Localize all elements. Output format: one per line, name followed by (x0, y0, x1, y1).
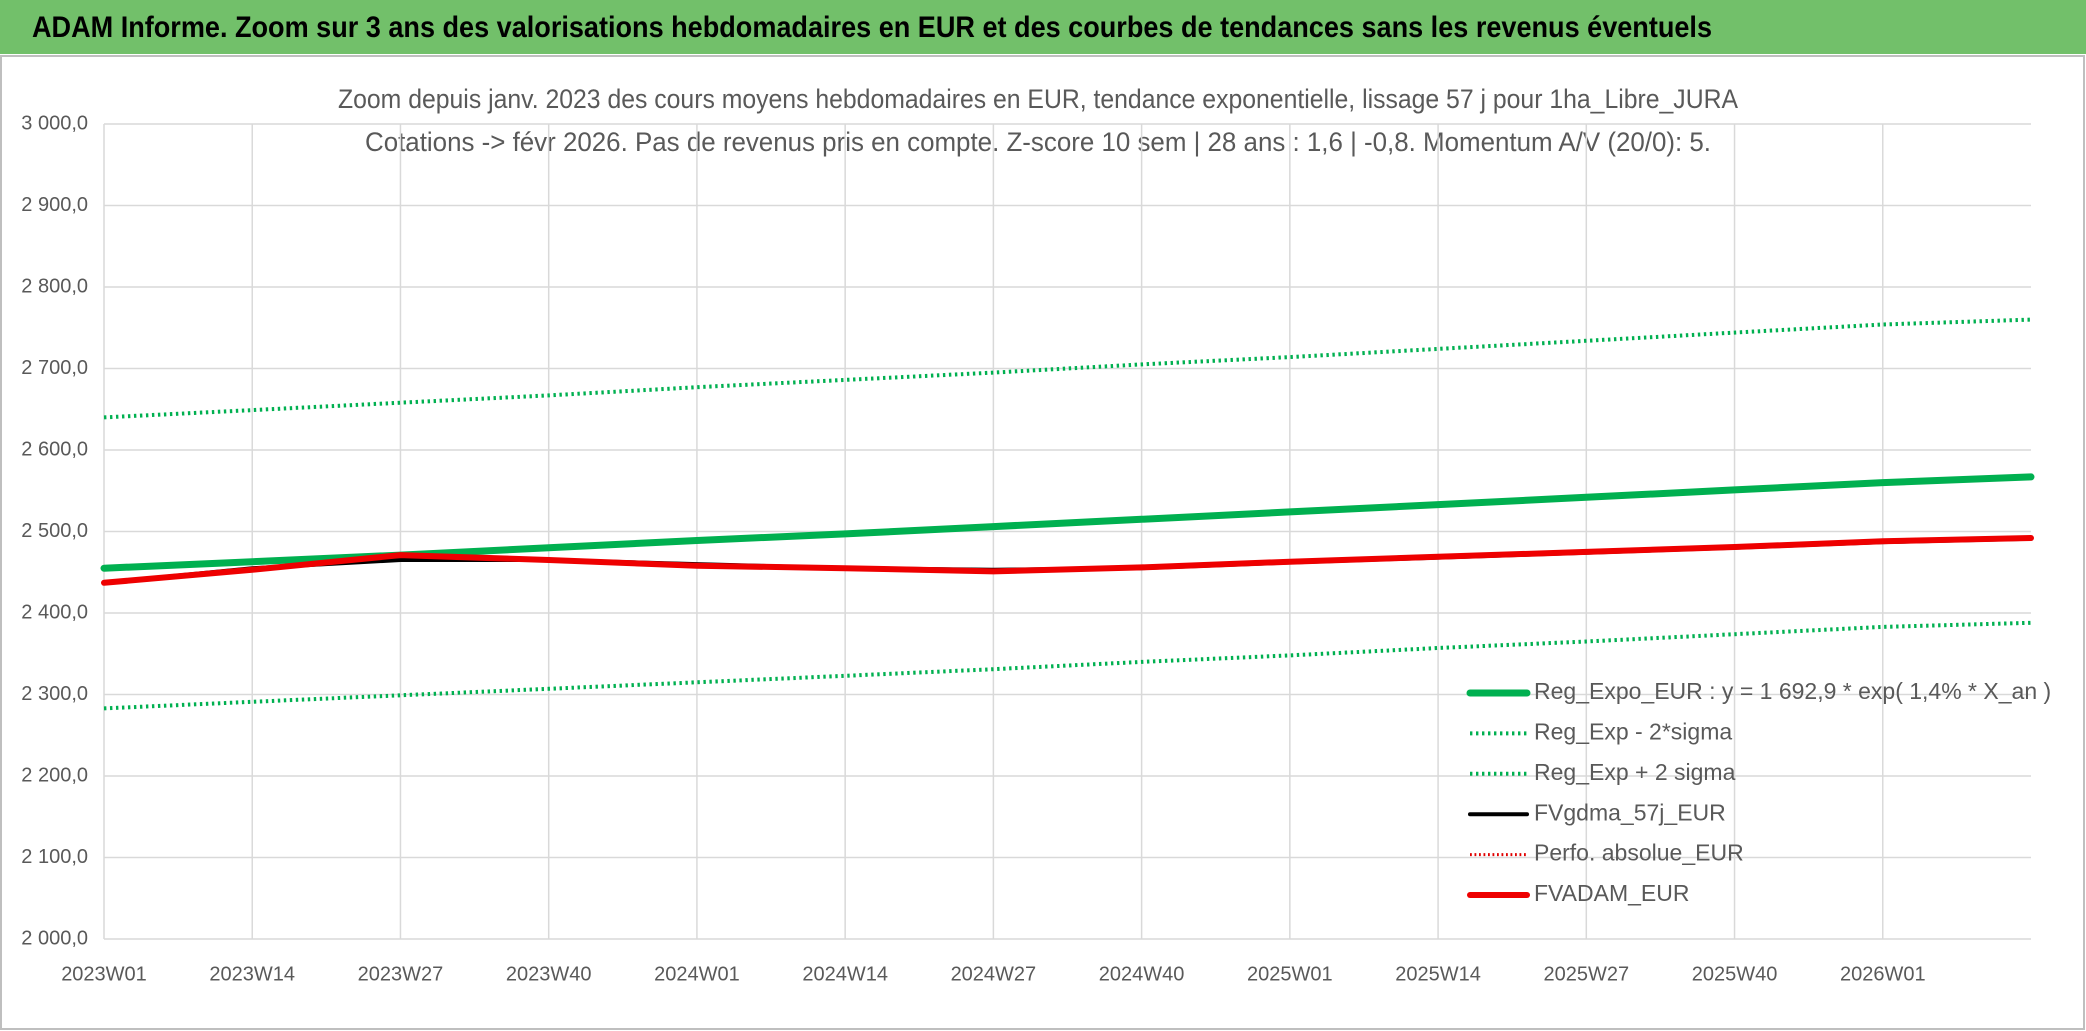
x-tick-label: 2024W40 (1099, 963, 1185, 985)
legend-label: Reg_Exp - 2*sigma (1534, 718, 1732, 744)
legend-label: Reg_Expo_EUR : y = 1 692,9 * exp( 1,4% *… (1534, 678, 2051, 704)
y-tick-label: 2 200,0 (21, 764, 88, 786)
x-tick-label: 2024W01 (654, 963, 740, 985)
legend-label: Perfo. absolue_EUR (1534, 840, 1744, 866)
x-tick-label: 2024W27 (951, 963, 1037, 985)
y-tick-label: 2 600,0 (21, 438, 88, 460)
chart-subtitle: Cotations -> févr 2026. Pas de revenus p… (365, 127, 1711, 157)
x-tick-label: 2023W01 (61, 963, 147, 985)
x-tick-label: 2025W40 (1692, 963, 1778, 985)
grid (103, 123, 2031, 940)
legend-label: FVgdma_57j_EUR (1534, 799, 1726, 825)
y-tick-label: 2 800,0 (21, 275, 88, 297)
x-tick-label: 2025W27 (1543, 963, 1629, 985)
y-tick-label: 2 900,0 (21, 194, 88, 216)
y-tick-label: 2 700,0 (21, 357, 88, 379)
x-tick-label: 2025W14 (1395, 963, 1481, 985)
banner (0, 0, 2086, 54)
x-tick-label: 2025W01 (1247, 963, 1333, 985)
chart-title: Zoom depuis janv. 2023 des cours moyens … (338, 84, 1738, 114)
legend-label: Reg_Exp + 2 sigma (1534, 759, 1736, 785)
y-tick-label: 2 300,0 (21, 683, 88, 705)
y-tick-label: 2 500,0 (21, 520, 88, 542)
banner-title: ADAM Informe. Zoom sur 3 ans des valoris… (32, 11, 1712, 44)
x-tick-label: 2023W27 (358, 963, 444, 985)
legend-label: FVADAM_EUR (1534, 880, 1690, 906)
x-tick-label: 2023W40 (506, 963, 592, 985)
x-tick-label: 2023W14 (209, 963, 295, 985)
y-tick-label: 3 000,0 (21, 112, 88, 134)
y-tick-label: 2 400,0 (21, 601, 88, 623)
x-tick-label: 2026W01 (1840, 963, 1926, 985)
y-tick-label: 2 100,0 (21, 846, 88, 868)
y-tick-label: 2 000,0 (21, 927, 88, 949)
x-tick-label: 2024W14 (802, 963, 888, 985)
series-line (101, 535, 2034, 586)
chart-frame (0, 55, 2085, 1030)
